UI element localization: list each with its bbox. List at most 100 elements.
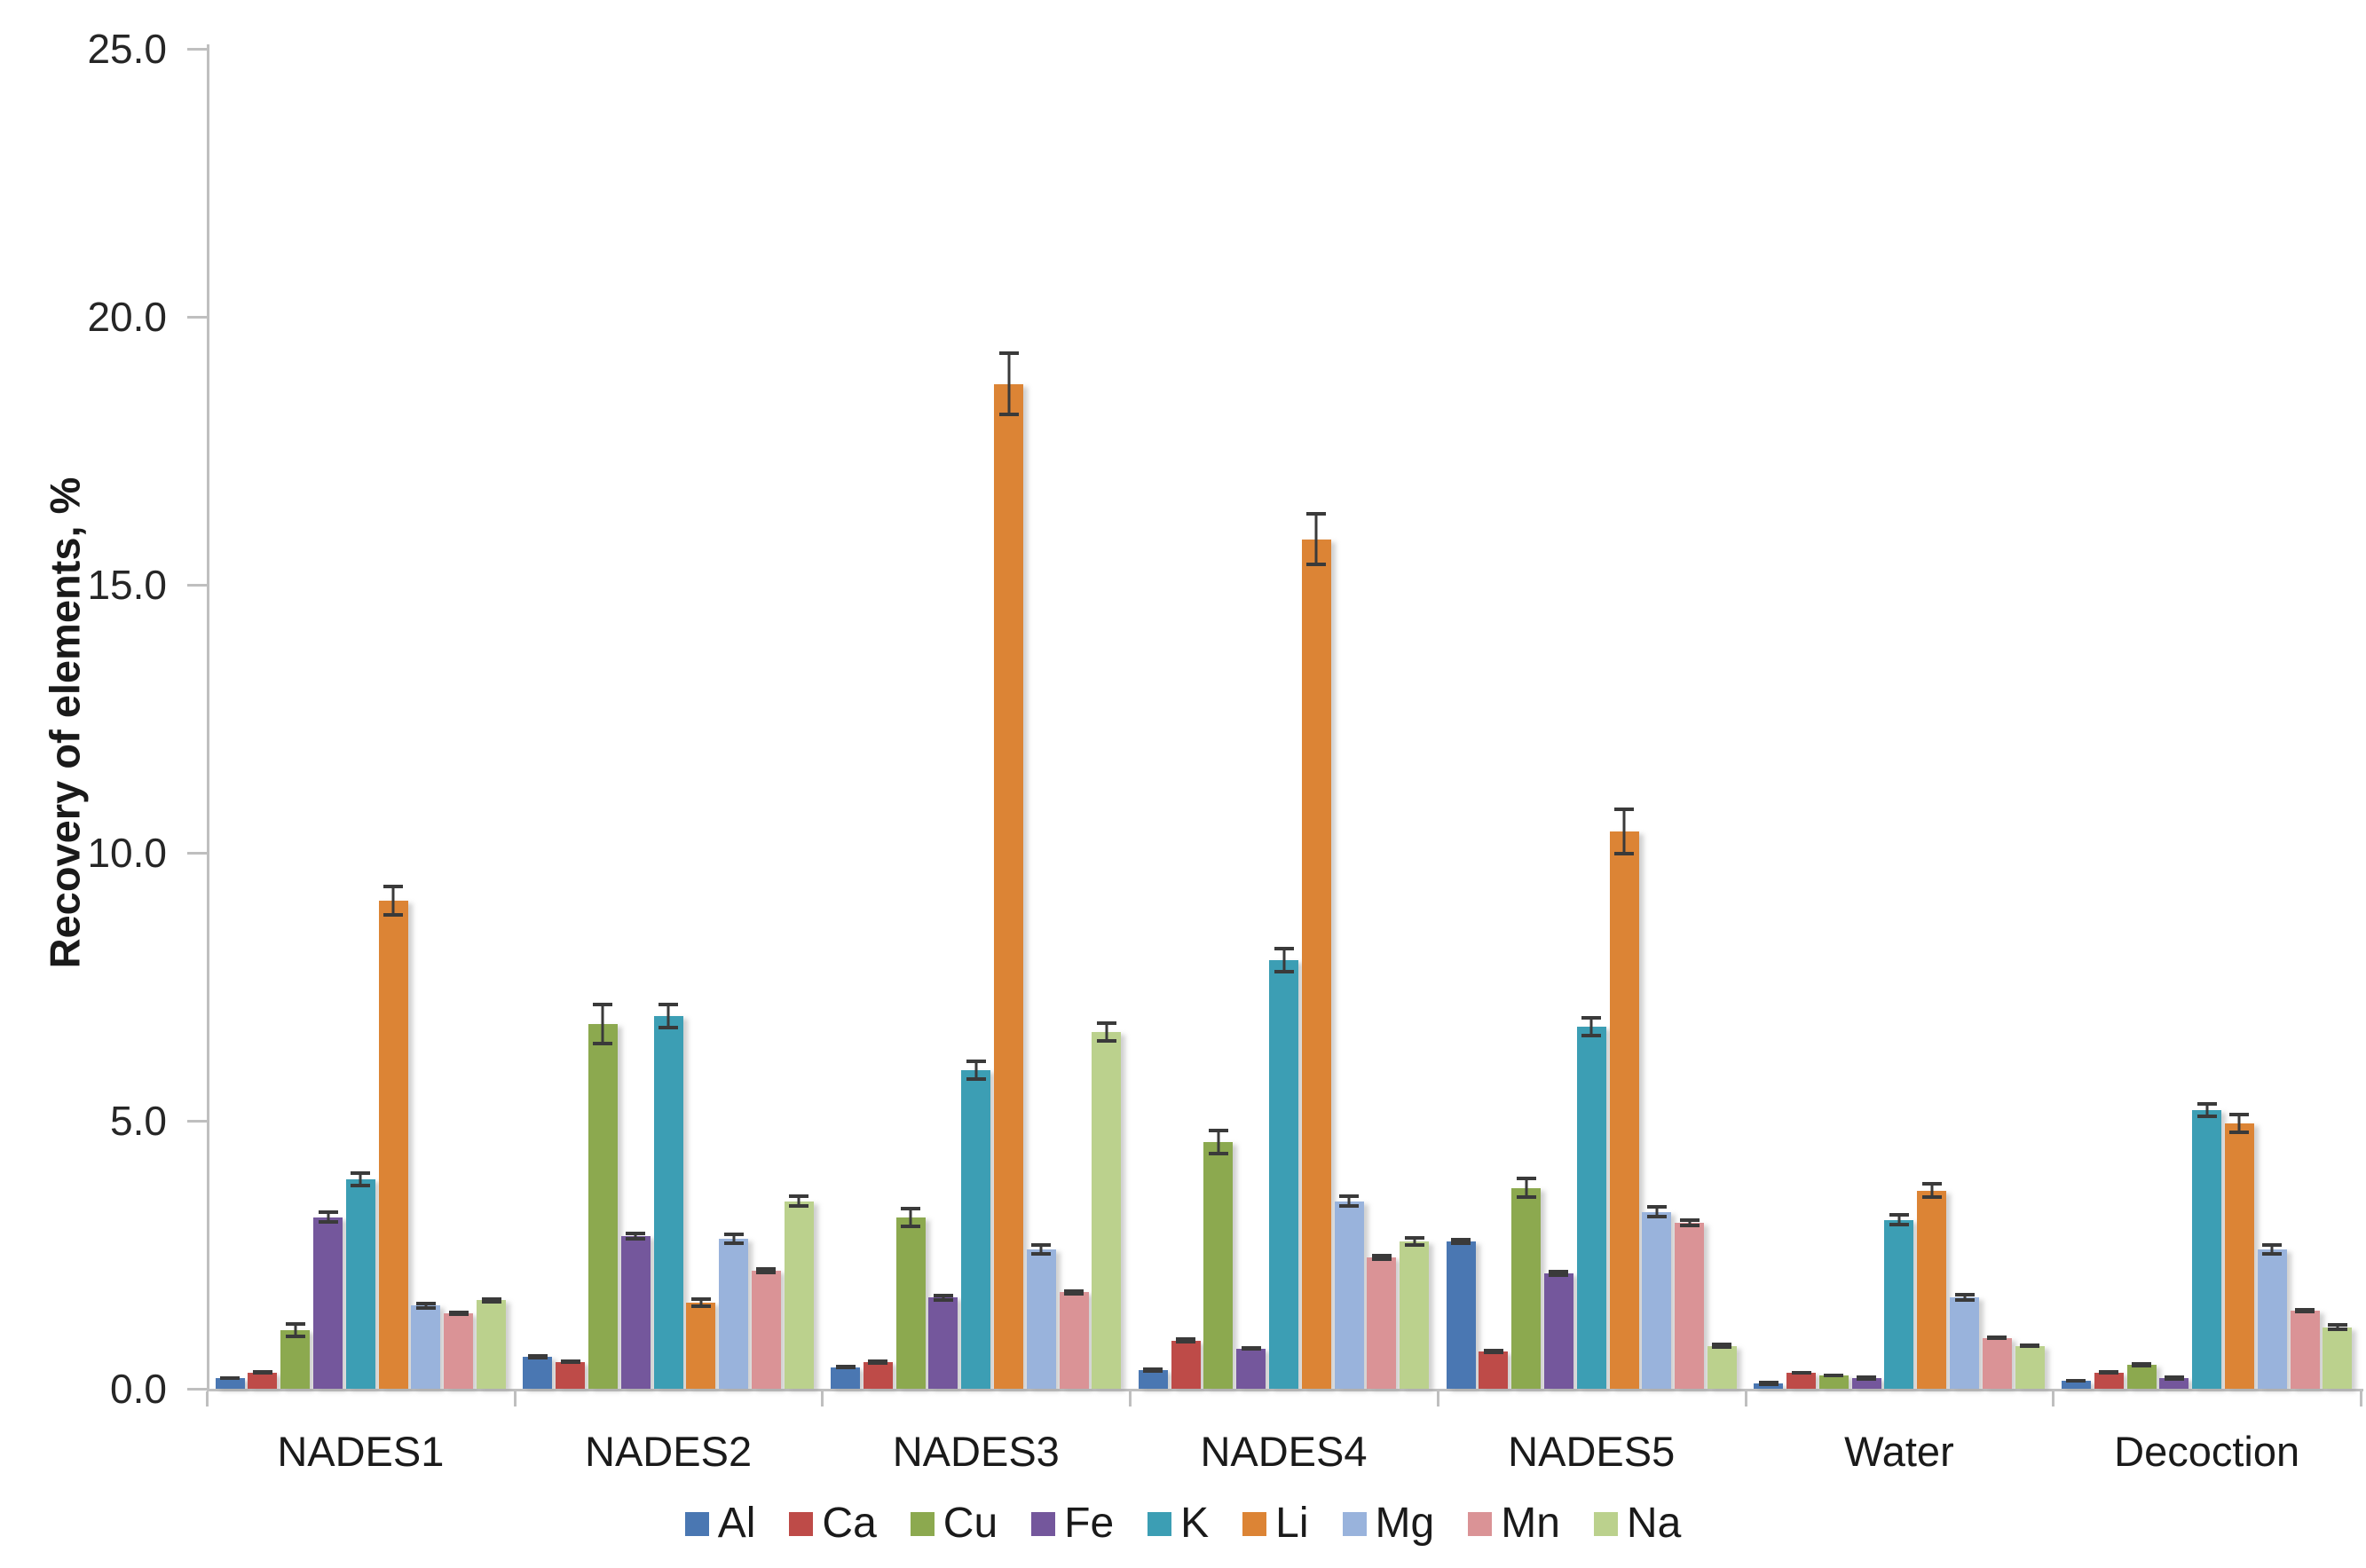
legend-label-Ca: Ca <box>822 1500 877 1547</box>
bar-Fe-NADES2 <box>620 1235 651 1389</box>
err-stem <box>1314 512 1318 566</box>
bar-Ca-NADES4 <box>1171 1340 1201 1389</box>
error-bar-Mn-Water <box>1987 1336 2007 1341</box>
bar-Al-NADES3 <box>831 1367 861 1389</box>
err-cap-bottom <box>1857 1375 1877 1380</box>
err-stem <box>1688 1217 1692 1227</box>
err-stem <box>1525 1177 1528 1199</box>
err-cap-top <box>527 1353 548 1358</box>
error-bar-Ca-NADES1 <box>252 1370 272 1375</box>
error-bar-Li-Water <box>1921 1182 1942 1199</box>
err-cap-bottom <box>448 1312 469 1317</box>
bar-Mn-NADES4 <box>1367 1257 1397 1389</box>
err-cap-bottom <box>966 1076 986 1081</box>
bar-Cu-NADES1 <box>280 1329 311 1389</box>
error-bar-Mn-Decoction <box>2295 1308 2315 1314</box>
y-axis-tick-label: 15.0 <box>87 562 167 608</box>
err-cap-top <box>789 1194 809 1199</box>
bar-Mn-Water <box>1982 1337 2012 1389</box>
error-bar-Ca-NADES2 <box>560 1359 580 1365</box>
error-bar-Al-NADES2 <box>527 1353 548 1359</box>
error-bar-Ca-Water <box>1791 1370 1811 1375</box>
bar-Na-Decoction <box>2323 1327 2353 1389</box>
bar-Na-Water <box>2015 1345 2045 1389</box>
bar-Ca-NADES1 <box>248 1372 278 1389</box>
err-cap-top <box>1954 1293 1975 1297</box>
err-stem <box>1897 1213 1901 1226</box>
x-axis-tick <box>1129 1391 1132 1406</box>
err-cap-top <box>1679 1217 1700 1222</box>
error-bar-Fe-NADES5 <box>1549 1269 1569 1278</box>
err-cap-top <box>933 1294 953 1298</box>
err-stem <box>974 1059 978 1081</box>
err-cap-top <box>1064 1288 1084 1293</box>
err-stem <box>424 1301 428 1311</box>
err-cap-top <box>285 1321 305 1326</box>
bar-Fe-NADES1 <box>313 1217 343 1389</box>
error-bar-Na-Decoction <box>2327 1322 2347 1332</box>
err-stem <box>1007 351 1011 416</box>
bar-K-NADES4 <box>1269 959 1298 1389</box>
error-bar-Cu-NADES1 <box>285 1321 305 1338</box>
x-category-label-NADES1: NADES1 <box>277 1428 445 1475</box>
err-cap-top <box>1451 1238 1471 1242</box>
err-cap-top <box>2196 1101 2217 1106</box>
err-cap-bottom <box>933 1297 953 1302</box>
x-category-label-Decoction: Decoction <box>2114 1428 2300 1475</box>
bar-Mg-NADES1 <box>411 1305 441 1389</box>
error-bar-Fe-Decoction <box>2164 1375 2184 1381</box>
err-stem <box>1282 946 1285 973</box>
err-stem <box>2270 1242 2274 1257</box>
x-category-label-NADES2: NADES2 <box>585 1428 753 1475</box>
err-cap-bottom <box>1987 1336 2007 1341</box>
error-bar-Na-NADES4 <box>1404 1235 1424 1247</box>
err-cap-bottom <box>1581 1034 1602 1038</box>
err-cap-top <box>481 1296 501 1301</box>
error-bar-K-Decoction <box>2196 1101 2217 1118</box>
bar-Mn-NADES5 <box>1675 1222 1705 1389</box>
err-cap-top <box>1712 1343 1732 1347</box>
legend-item-K: K <box>1148 1502 1209 1545</box>
y-axis-tick <box>187 1388 207 1391</box>
bar-Li-NADES5 <box>1609 831 1639 1389</box>
err-cap-top <box>351 1171 371 1176</box>
err-cap-bottom <box>1241 1347 1261 1351</box>
x-category-label-Water: Water <box>1844 1428 1954 1475</box>
error-bar-Na-NADES3 <box>1096 1021 1116 1044</box>
err-cap-top <box>1176 1337 1196 1342</box>
err-cap-top <box>1339 1194 1360 1199</box>
err-cap-top <box>1306 512 1327 516</box>
err-cap-bottom <box>1306 562 1327 566</box>
bar-Mg-NADES5 <box>1642 1211 1672 1389</box>
error-bar-Fe-NADES2 <box>626 1232 646 1241</box>
err-cap-bottom <box>1176 1340 1196 1344</box>
error-bar-Li-NADES4 <box>1306 512 1327 566</box>
error-bar-Na-Water <box>2020 1343 2040 1349</box>
err-cap-top <box>1208 1129 1228 1133</box>
err-cap-bottom <box>1614 852 1634 856</box>
x-category-label-NADES5: NADES5 <box>1508 1428 1676 1475</box>
err-cap-bottom <box>1451 1241 1471 1245</box>
bar-K-NADES3 <box>961 1069 991 1389</box>
err-cap-bottom <box>723 1241 744 1246</box>
error-bar-Mg-Water <box>1954 1293 1975 1303</box>
error-bar-K-NADES3 <box>966 1059 986 1081</box>
legend-item-Na: Na <box>1593 1502 1681 1545</box>
err-cap-top <box>1921 1182 1942 1186</box>
err-stem <box>1930 1182 1934 1199</box>
err-cap-bottom <box>2196 1114 2217 1118</box>
bar-Li-Decoction <box>2224 1123 2254 1389</box>
x-category-label-NADES3: NADES3 <box>892 1428 1060 1475</box>
error-bar-Ca-NADES5 <box>1483 1348 1503 1354</box>
err-cap-bottom <box>1954 1298 1975 1303</box>
legend-swatch-Na <box>1593 1511 1618 1536</box>
bar-K-NADES2 <box>653 1016 683 1389</box>
err-stem <box>2237 1112 2241 1135</box>
bar-Na-NADES5 <box>1707 1345 1737 1389</box>
x-axis-tick <box>2052 1391 2055 1406</box>
error-bar-Li-Decoction <box>2229 1112 2250 1135</box>
legend-label-Al: Al <box>717 1500 756 1547</box>
err-cap-top <box>2327 1322 2347 1327</box>
error-bar-Na-NADES5 <box>1712 1343 1732 1350</box>
